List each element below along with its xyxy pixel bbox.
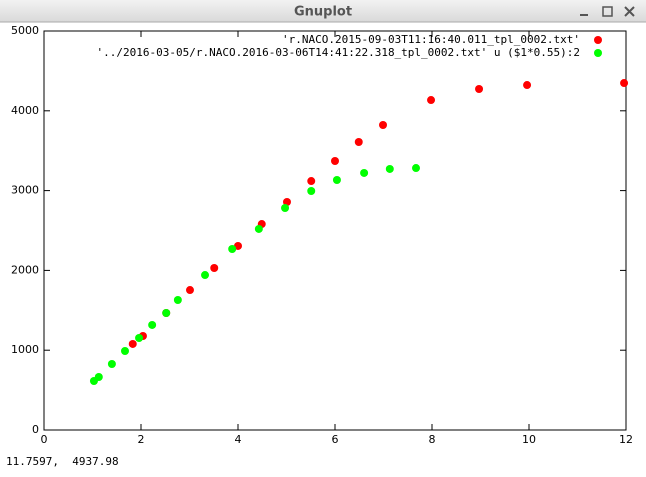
status-text: 11.7597, 4937.98	[6, 455, 119, 468]
point	[281, 203, 290, 212]
point	[162, 309, 171, 318]
maximize-button[interactable]	[602, 6, 613, 17]
point	[201, 271, 210, 280]
plot-border	[43, 30, 627, 431]
point	[185, 286, 194, 295]
y-tick-label: 3000	[11, 184, 39, 197]
point	[427, 96, 436, 105]
legend-marker	[594, 36, 602, 44]
point	[523, 81, 532, 90]
point	[331, 156, 339, 165]
y-tick-label: 2000	[11, 263, 39, 276]
point	[307, 177, 316, 186]
y-tick-label: 0	[32, 423, 39, 436]
point	[360, 168, 369, 177]
point	[354, 138, 363, 147]
y-tick-label: 4000	[11, 104, 39, 117]
point	[332, 175, 341, 184]
x-tick-label: 10	[522, 433, 536, 446]
y-tick-label: 5000	[11, 24, 39, 37]
point	[120, 346, 129, 355]
point	[307, 186, 316, 195]
point	[379, 121, 388, 130]
point	[411, 164, 420, 173]
x-tick-label: 6	[332, 433, 339, 446]
point	[254, 224, 263, 233]
x-tick-label: 0	[41, 433, 48, 446]
window-title: Gnuplot	[294, 5, 352, 20]
point	[135, 333, 144, 342]
legend-label: 'r.NACO.2015-09-03T11:16:40.011_tpl_0002…	[282, 33, 580, 46]
y-tick-label: 1000	[11, 343, 39, 356]
point	[128, 339, 137, 348]
legend-marker	[594, 49, 602, 57]
point	[107, 360, 116, 369]
x-tick-label: 4	[235, 433, 242, 446]
point	[228, 245, 237, 254]
x-tick-label: 2	[138, 433, 145, 446]
point	[173, 296, 182, 305]
point	[210, 264, 219, 273]
point	[620, 79, 629, 88]
point	[148, 320, 157, 329]
close-button[interactable]	[624, 6, 635, 17]
legend-label: '../2016-03-05/r.NACO.2016-03-06T14:41:2…	[97, 46, 580, 59]
point	[94, 373, 103, 382]
x-tick-label: 8	[429, 433, 436, 446]
title-bar	[0, 0, 646, 22]
x-tick-label: 12	[619, 433, 633, 446]
point	[475, 85, 484, 94]
point	[385, 164, 394, 173]
